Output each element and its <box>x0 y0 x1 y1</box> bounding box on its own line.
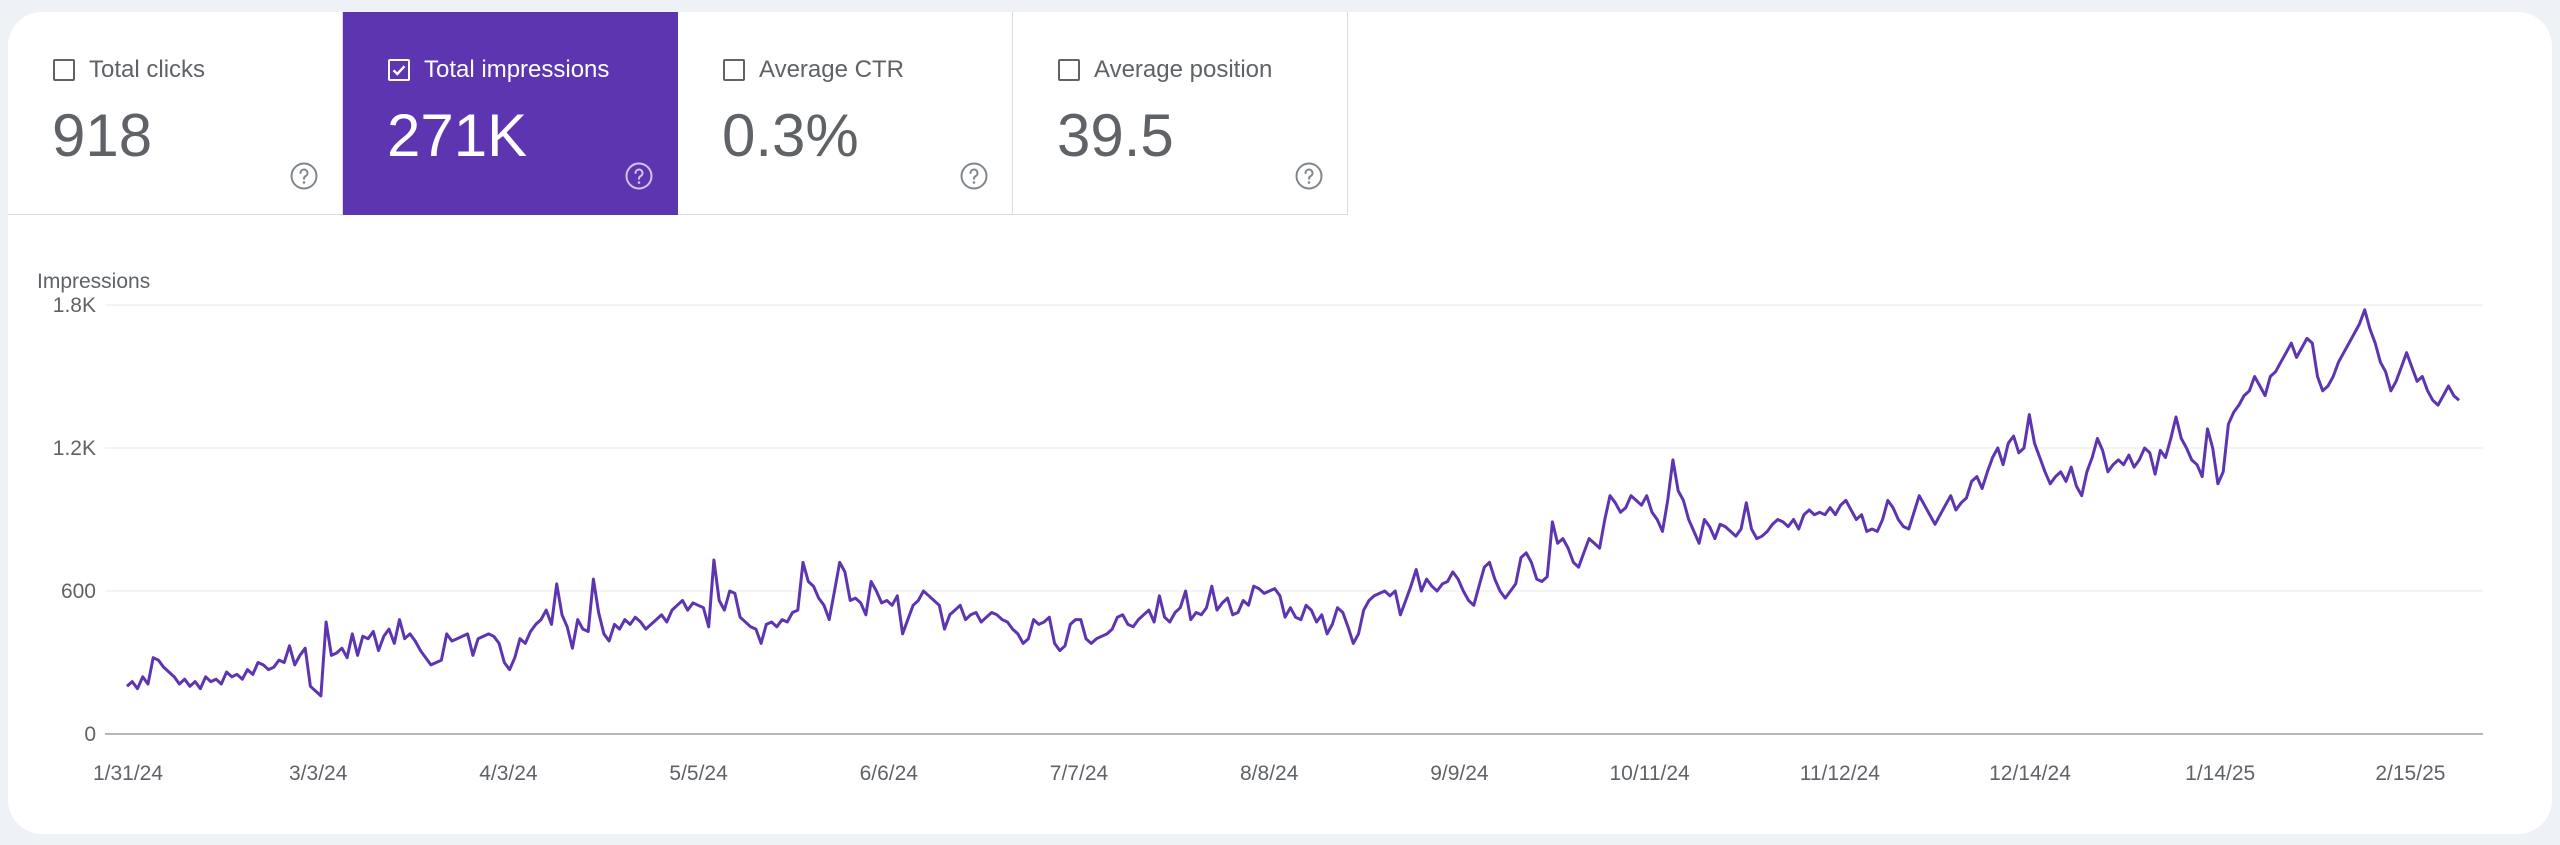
x-tick-label: 1/14/25 <box>2185 762 2255 785</box>
x-tick-label: 6/6/24 <box>860 762 919 785</box>
x-tick-label: 9/9/24 <box>1430 762 1489 785</box>
metric-total-clicks[interactable]: Total clicks 918 <box>8 12 343 215</box>
impressions-line <box>125 308 2461 698</box>
x-tick-label: 8/8/24 <box>1240 762 1299 785</box>
metric-value: 39.5 <box>1057 102 1174 169</box>
metric-label: Total impressions <box>424 56 610 83</box>
checkbox-unchecked-icon[interactable] <box>53 59 75 81</box>
y-axis-title: Impressions <box>37 270 151 293</box>
metric-average-position[interactable]: Average position 39.5 <box>1013 12 1348 215</box>
y-tick-label: 600 <box>61 580 96 603</box>
metric-label: Average CTR <box>759 56 904 83</box>
help-icon[interactable] <box>1294 161 1324 191</box>
x-tick-label: 12/14/24 <box>1989 762 2071 785</box>
help-icon[interactable] <box>289 161 319 191</box>
checkbox-checked-icon[interactable] <box>388 59 410 81</box>
x-tick-label: 5/5/24 <box>669 762 728 785</box>
y-tick-label: 1.8K <box>53 294 96 317</box>
metric-value: 0.3% <box>722 102 859 169</box>
metric-value: 918 <box>52 102 153 169</box>
x-tick-label: 2/15/25 <box>2375 762 2445 785</box>
x-tick-label: 1/31/24 <box>93 762 163 785</box>
metric-tabs: Total clicks 918 Total impressions 271K … <box>8 12 1348 216</box>
metric-total-impressions[interactable]: Total impressions 271K <box>343 12 678 215</box>
x-tick-label: 7/7/24 <box>1050 762 1109 785</box>
metric-value: 271K <box>387 102 528 169</box>
metric-average-ctr[interactable]: Average CTR 0.3% <box>678 12 1013 215</box>
help-icon[interactable] <box>624 161 654 191</box>
y-tick-label: 0 <box>84 723 96 746</box>
x-tick-label: 10/11/24 <box>1610 762 1691 785</box>
checkbox-unchecked-icon[interactable] <box>1058 59 1080 81</box>
x-tick-label: 3/3/24 <box>289 762 348 785</box>
performance-card: Total clicks 918 Total impressions 271K … <box>8 12 2552 834</box>
help-icon[interactable] <box>959 161 989 191</box>
metric-label: Average position <box>1094 56 1273 83</box>
x-tick-label: 11/12/24 <box>1800 762 1881 785</box>
metric-label: Total clicks <box>89 56 206 83</box>
x-tick-label: 4/3/24 <box>479 762 538 785</box>
y-tick-label: 1.2K <box>53 437 96 460</box>
checkbox-unchecked-icon[interactable] <box>723 59 745 81</box>
impressions-chart: 0 600 1.2K 1.8K 1/31/24 3/3/24 4/3/24 5/5/24 6/6… <box>53 294 2483 785</box>
